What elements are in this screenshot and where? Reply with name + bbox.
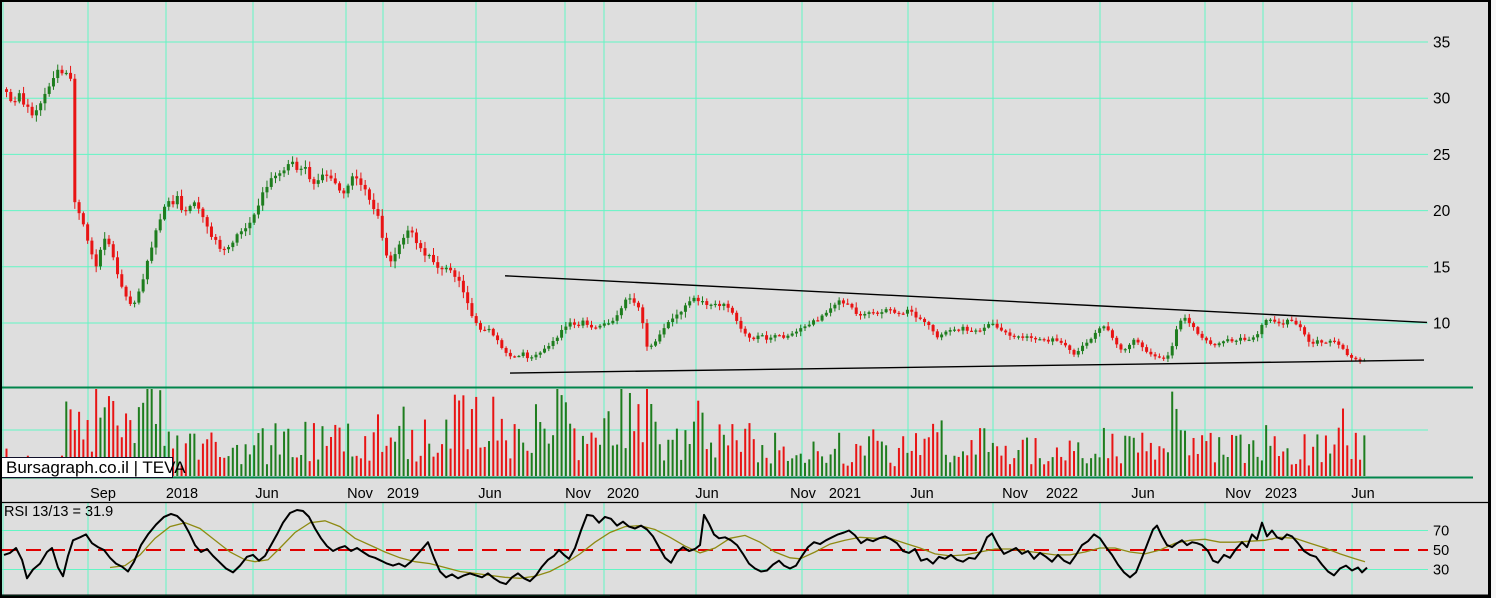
- date-tick-2021: 2021: [829, 486, 861, 502]
- price-tick-25: 25: [1433, 147, 1450, 164]
- price-tick-20: 20: [1433, 203, 1451, 220]
- date-tick-Jun: Jun: [255, 486, 278, 502]
- price-tick-30: 30: [1433, 91, 1451, 108]
- price-tick-10: 10: [1433, 316, 1451, 333]
- date-tick-Nov: Nov: [565, 486, 592, 502]
- gridlines: [2, 2, 1428, 595]
- rsi-indicator-label: RSI 13/13 = 31.9: [4, 504, 114, 520]
- watermark-text: Bursagraph.co.il | TEVA: [6, 457, 186, 477]
- date-tick-Nov: Nov: [1002, 486, 1029, 502]
- frame-edge-strip: [1491, 0, 1496, 598]
- date-axis-labels: Sep 2018 Jun Nov 2019 Jun Nov 2020 Jun Nov 2021 Jun…: [90, 486, 1375, 502]
- trendline-upper-descending: [504, 275, 1428, 324]
- rsi-tick-30: 30: [1433, 563, 1449, 579]
- date-tick-Sep: Sep: [90, 486, 116, 502]
- rsi-axis-labels: 70 50 30: [1433, 524, 1449, 579]
- rsi-line: [3, 509, 1368, 586]
- frame-border-top: [0, 0, 1490, 2]
- price-tick-35: 35: [1433, 35, 1450, 52]
- price-axis-labels: 35 30 25 20 15 10: [1433, 35, 1451, 333]
- volume-series: [5, 389, 1366, 476]
- date-tick-Jun: Jun: [478, 486, 501, 502]
- price-tick-15: 15: [1433, 259, 1450, 276]
- rsi-tick-70: 70: [1433, 524, 1449, 540]
- date-tick-2020: 2020: [607, 486, 639, 502]
- date-tick-2023: 2023: [1265, 486, 1297, 502]
- date-tick-Nov: Nov: [347, 486, 374, 502]
- trendlines: [504, 275, 1428, 374]
- candlestick-series: [5, 64, 1366, 364]
- date-tick-Jun: Jun: [1351, 486, 1374, 502]
- frame-border-bottom: [0, 596, 1490, 598]
- watermark-box: Bursagraph.co.il | TEVA: [1, 457, 186, 478]
- date-tick-2022: 2022: [1046, 486, 1078, 502]
- trendline-lower-support: [509, 359, 1425, 374]
- date-tick-2018: 2018: [166, 486, 198, 502]
- date-tick-Jun: Jun: [1131, 486, 1154, 502]
- date-tick-2019: 2019: [387, 486, 419, 502]
- date-tick-Jun: Jun: [695, 486, 718, 502]
- date-tick-Nov: Nov: [1225, 486, 1252, 502]
- frame-border-left: [0, 0, 2, 598]
- frame-border-right: [1488, 0, 1491, 598]
- date-tick-Jun: Jun: [910, 486, 933, 502]
- date-tick-Nov: Nov: [790, 486, 817, 502]
- rsi-tick-50: 50: [1433, 543, 1449, 559]
